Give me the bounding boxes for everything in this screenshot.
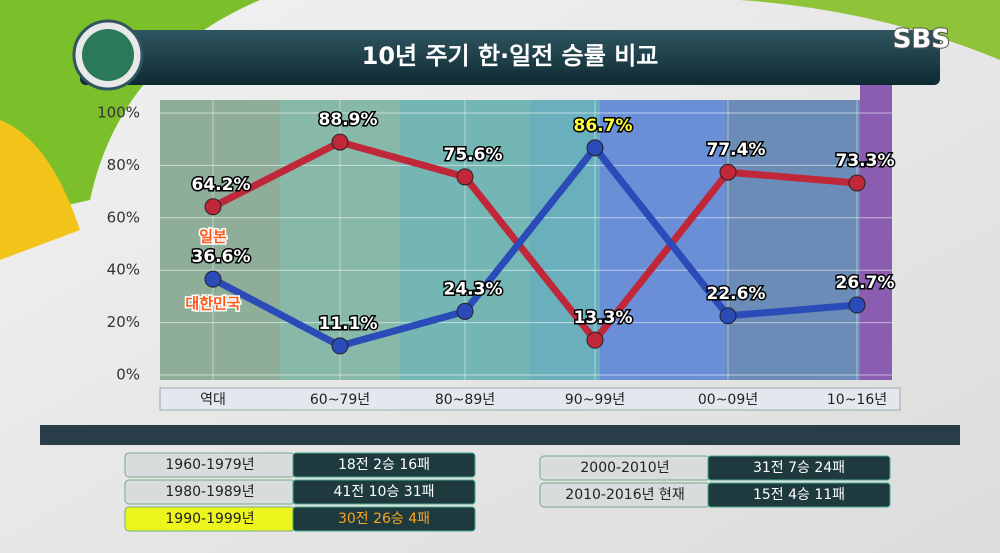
record-result-cell bbox=[292, 506, 476, 532]
record-period: 1990-1999년 bbox=[165, 511, 254, 527]
platform bbox=[40, 425, 960, 445]
record-result: 41전 10승 31패 bbox=[334, 484, 435, 500]
data-point bbox=[204, 198, 222, 216]
value-label: 88.9% bbox=[319, 110, 378, 130]
data-point bbox=[719, 163, 737, 181]
category-strip bbox=[159, 387, 901, 411]
y-tick-label: 0% bbox=[116, 366, 140, 384]
series-line bbox=[211, 144, 858, 350]
plot-bands bbox=[160, 85, 892, 380]
y-tick-label: 40% bbox=[107, 261, 140, 279]
value-label: 64.2% bbox=[192, 175, 251, 195]
value-label: 13.3% bbox=[574, 308, 633, 328]
data-point bbox=[848, 296, 866, 314]
record-result-cell bbox=[292, 479, 476, 505]
value-label: 26.7% bbox=[836, 273, 895, 293]
record-result-cell bbox=[292, 452, 476, 478]
data-point bbox=[456, 302, 474, 320]
x-tick-label: 60~79년 bbox=[310, 392, 370, 408]
value-label: 36.6% bbox=[192, 247, 251, 267]
y-tick-label: 20% bbox=[107, 313, 140, 331]
x-tick-label: 역대 bbox=[200, 392, 226, 408]
data-point bbox=[848, 174, 866, 192]
x-tick-label: 80~89년 bbox=[435, 392, 495, 408]
y-tick-label: 100% bbox=[97, 104, 140, 122]
value-label: 73.3% bbox=[836, 151, 895, 171]
decor bbox=[0, 120, 80, 260]
data-point bbox=[586, 139, 604, 157]
header-bar bbox=[80, 30, 940, 85]
x-tick-label: 00~09년 bbox=[698, 392, 758, 408]
logo-icon bbox=[82, 29, 134, 81]
value-label: 22.6% bbox=[707, 284, 766, 304]
x-tick-label: 10~16년 bbox=[827, 392, 887, 408]
data-point bbox=[719, 307, 737, 325]
record-result: 30전 26승 4패 bbox=[338, 511, 430, 527]
x-tick-label: 90~99년 bbox=[565, 392, 625, 408]
value-label: 24.3% bbox=[444, 279, 503, 299]
record-period: 1980-1989년 bbox=[165, 484, 254, 500]
value-label: 11.1% bbox=[319, 314, 378, 334]
y-tick-label: 80% bbox=[107, 156, 140, 174]
data-point bbox=[204, 270, 222, 288]
record-result-cell bbox=[707, 455, 891, 481]
record-result-cell bbox=[707, 482, 891, 508]
value-label: 77.4% bbox=[707, 140, 766, 160]
data-point bbox=[586, 331, 604, 349]
record-period: 2010-2016년 현재 bbox=[565, 487, 684, 503]
series-label: 일본 bbox=[199, 227, 227, 245]
value-label: 86.7% bbox=[574, 116, 633, 136]
data-point bbox=[456, 168, 474, 186]
broadcaster-logo: SBS bbox=[893, 25, 950, 55]
decor bbox=[740, 0, 1000, 60]
y-tick-label: 60% bbox=[107, 208, 140, 226]
record-result: 31전 7승 24패 bbox=[753, 460, 845, 476]
decor bbox=[0, 0, 260, 220]
record-period: 2000-2010년 bbox=[580, 460, 669, 476]
record-period: 1960-1979년 bbox=[165, 457, 254, 473]
data-point bbox=[331, 337, 349, 355]
value-label: 75.6% bbox=[444, 145, 503, 165]
chart-title: 10년 주기 한·일전 승률 비교 bbox=[362, 42, 659, 70]
series-label: 대한민국 bbox=[185, 295, 240, 313]
record-result: 18전 2승 16패 bbox=[338, 457, 430, 473]
series-line bbox=[211, 138, 858, 344]
record-result: 15전 4승 11패 bbox=[753, 487, 845, 503]
data-point bbox=[331, 133, 349, 151]
